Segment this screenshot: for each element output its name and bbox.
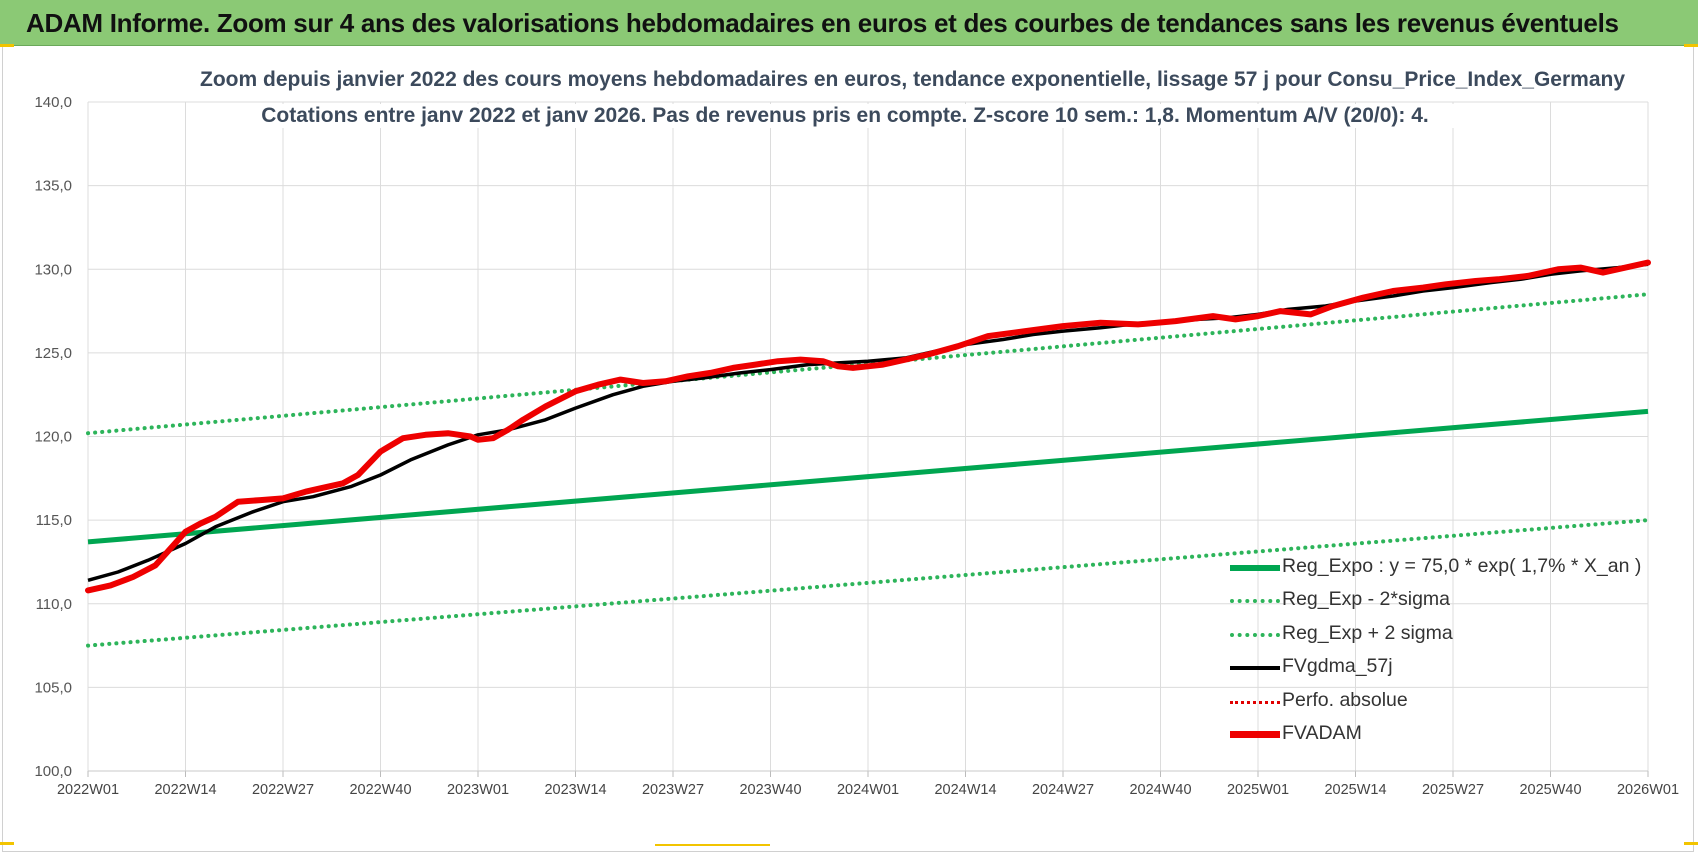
y-tick-label: 140,0 [34,94,72,111]
series-line-reg-expo [87,408,1649,545]
x-tick-label: 2024W14 [934,782,996,798]
x-tick-label: 2025W14 [1324,782,1386,798]
legend-label: Reg_Expo : y = 75,0 * exp( 1,7% * X_an ) [1282,555,1642,577]
gridlines [87,101,1649,777]
x-tick-label: 2022W27 [252,782,314,798]
x-tick-label: 2023W40 [739,782,801,798]
corner-marker-top-right [1684,44,1698,47]
y-tick-label: 100,0 [34,763,72,780]
x-tick-label: 2024W27 [1032,782,1094,798]
legend-swatch-plus-sigma [1230,632,1280,637]
series-line-reg-exp-minus-2sigma [86,518,1650,648]
corner-marker-top-left [0,44,14,47]
x-tick-label: 2024W40 [1129,782,1191,798]
x-tick-label: 2022W14 [154,782,216,798]
y-tick-label: 125,0 [34,345,72,362]
legend-swatch-minus-sigma [1230,599,1280,604]
x-tick-label: 2022W40 [349,782,411,798]
legend-label: FVgdma_57j [1282,655,1393,678]
y-tick-label: 130,0 [34,261,72,278]
corner-marker-bottom-right [1684,842,1698,845]
x-tick-label: 2025W01 [1227,782,1289,798]
legend-label: Reg_Exp - 2*sigma [1282,588,1450,611]
chart-subtitle: Cotations entre janv 2022 et janv 2026. … [200,104,1490,128]
y-tick-label: 115,0 [36,512,72,529]
y-tick-label: 135,0 [34,178,72,195]
corner-marker-bottom-center [655,844,770,846]
x-tick-label: 2025W40 [1519,782,1581,798]
legend-label: Perfo. absolue [1282,688,1408,711]
chart-title: Zoom depuis janvier 2022 des cours moyen… [200,68,1626,92]
legend-swatch-reg-expo [1230,565,1280,571]
x-tick-label: 2026W01 [1617,782,1679,798]
legend-swatch-fvadam [1230,730,1280,738]
x-tick-label: 2025W27 [1422,782,1484,798]
report-title: ADAM Informe. Zoom sur 4 ans des valoris… [26,8,1619,38]
x-tick-label: 2023W01 [447,782,509,798]
series-lines [85,259,1651,648]
x-tick-label: 2023W14 [544,782,606,798]
y-axis-ticks: 100,0 105,0 110,0 115,0 120,0 125,0 130,0 135,0… [34,94,72,780]
x-axis-ticks: 2022W01 2022W14 2022W27 2022W40 2023W01 2023W… [57,782,1679,798]
series-line-fvadam [85,259,1651,594]
legend-label: FVADAM [1282,721,1362,744]
corner-marker-bottom-left [0,842,14,845]
y-tick-label: 120,0 [34,429,72,446]
legend-swatch-fvgdma [1230,666,1280,671]
legend-label: Reg_Exp + 2 sigma [1282,621,1453,644]
chart-frame [2,46,1694,852]
series-line-fvgdma [87,262,1649,582]
x-tick-label: 2024W01 [837,782,899,798]
legend-swatch-perfo [1230,700,1280,704]
header-banner: ADAM Informe. Zoom sur 4 ans des valoris… [0,0,1698,46]
x-tick-label: 2022W01 [57,782,119,798]
y-tick-label: 110,0 [36,596,72,613]
x-tick-label: 2023W27 [642,782,704,798]
y-tick-label: 105,0 [34,679,72,696]
